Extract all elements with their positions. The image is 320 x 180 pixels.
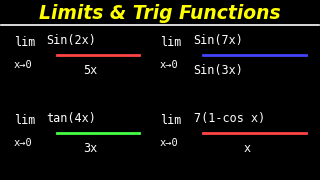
- Text: x→0: x→0: [14, 60, 33, 70]
- Text: Sin(3x): Sin(3x): [194, 64, 244, 77]
- Text: lim: lim: [160, 114, 181, 127]
- Text: 7(1-cos x): 7(1-cos x): [194, 112, 265, 125]
- Text: 5x: 5x: [83, 64, 97, 77]
- Text: x→0: x→0: [14, 138, 33, 148]
- Text: Sin(7x): Sin(7x): [194, 34, 244, 47]
- Text: 3x: 3x: [83, 142, 97, 155]
- Text: x: x: [244, 142, 251, 155]
- Text: Sin(2x): Sin(2x): [46, 34, 96, 47]
- Text: lim: lim: [14, 36, 36, 49]
- Text: x→0: x→0: [160, 138, 179, 148]
- Text: Limits & Trig Functions: Limits & Trig Functions: [39, 4, 281, 23]
- Text: tan(4x): tan(4x): [46, 112, 96, 125]
- Text: lim: lim: [160, 36, 181, 49]
- Text: x→0: x→0: [160, 60, 179, 70]
- Text: lim: lim: [14, 114, 36, 127]
